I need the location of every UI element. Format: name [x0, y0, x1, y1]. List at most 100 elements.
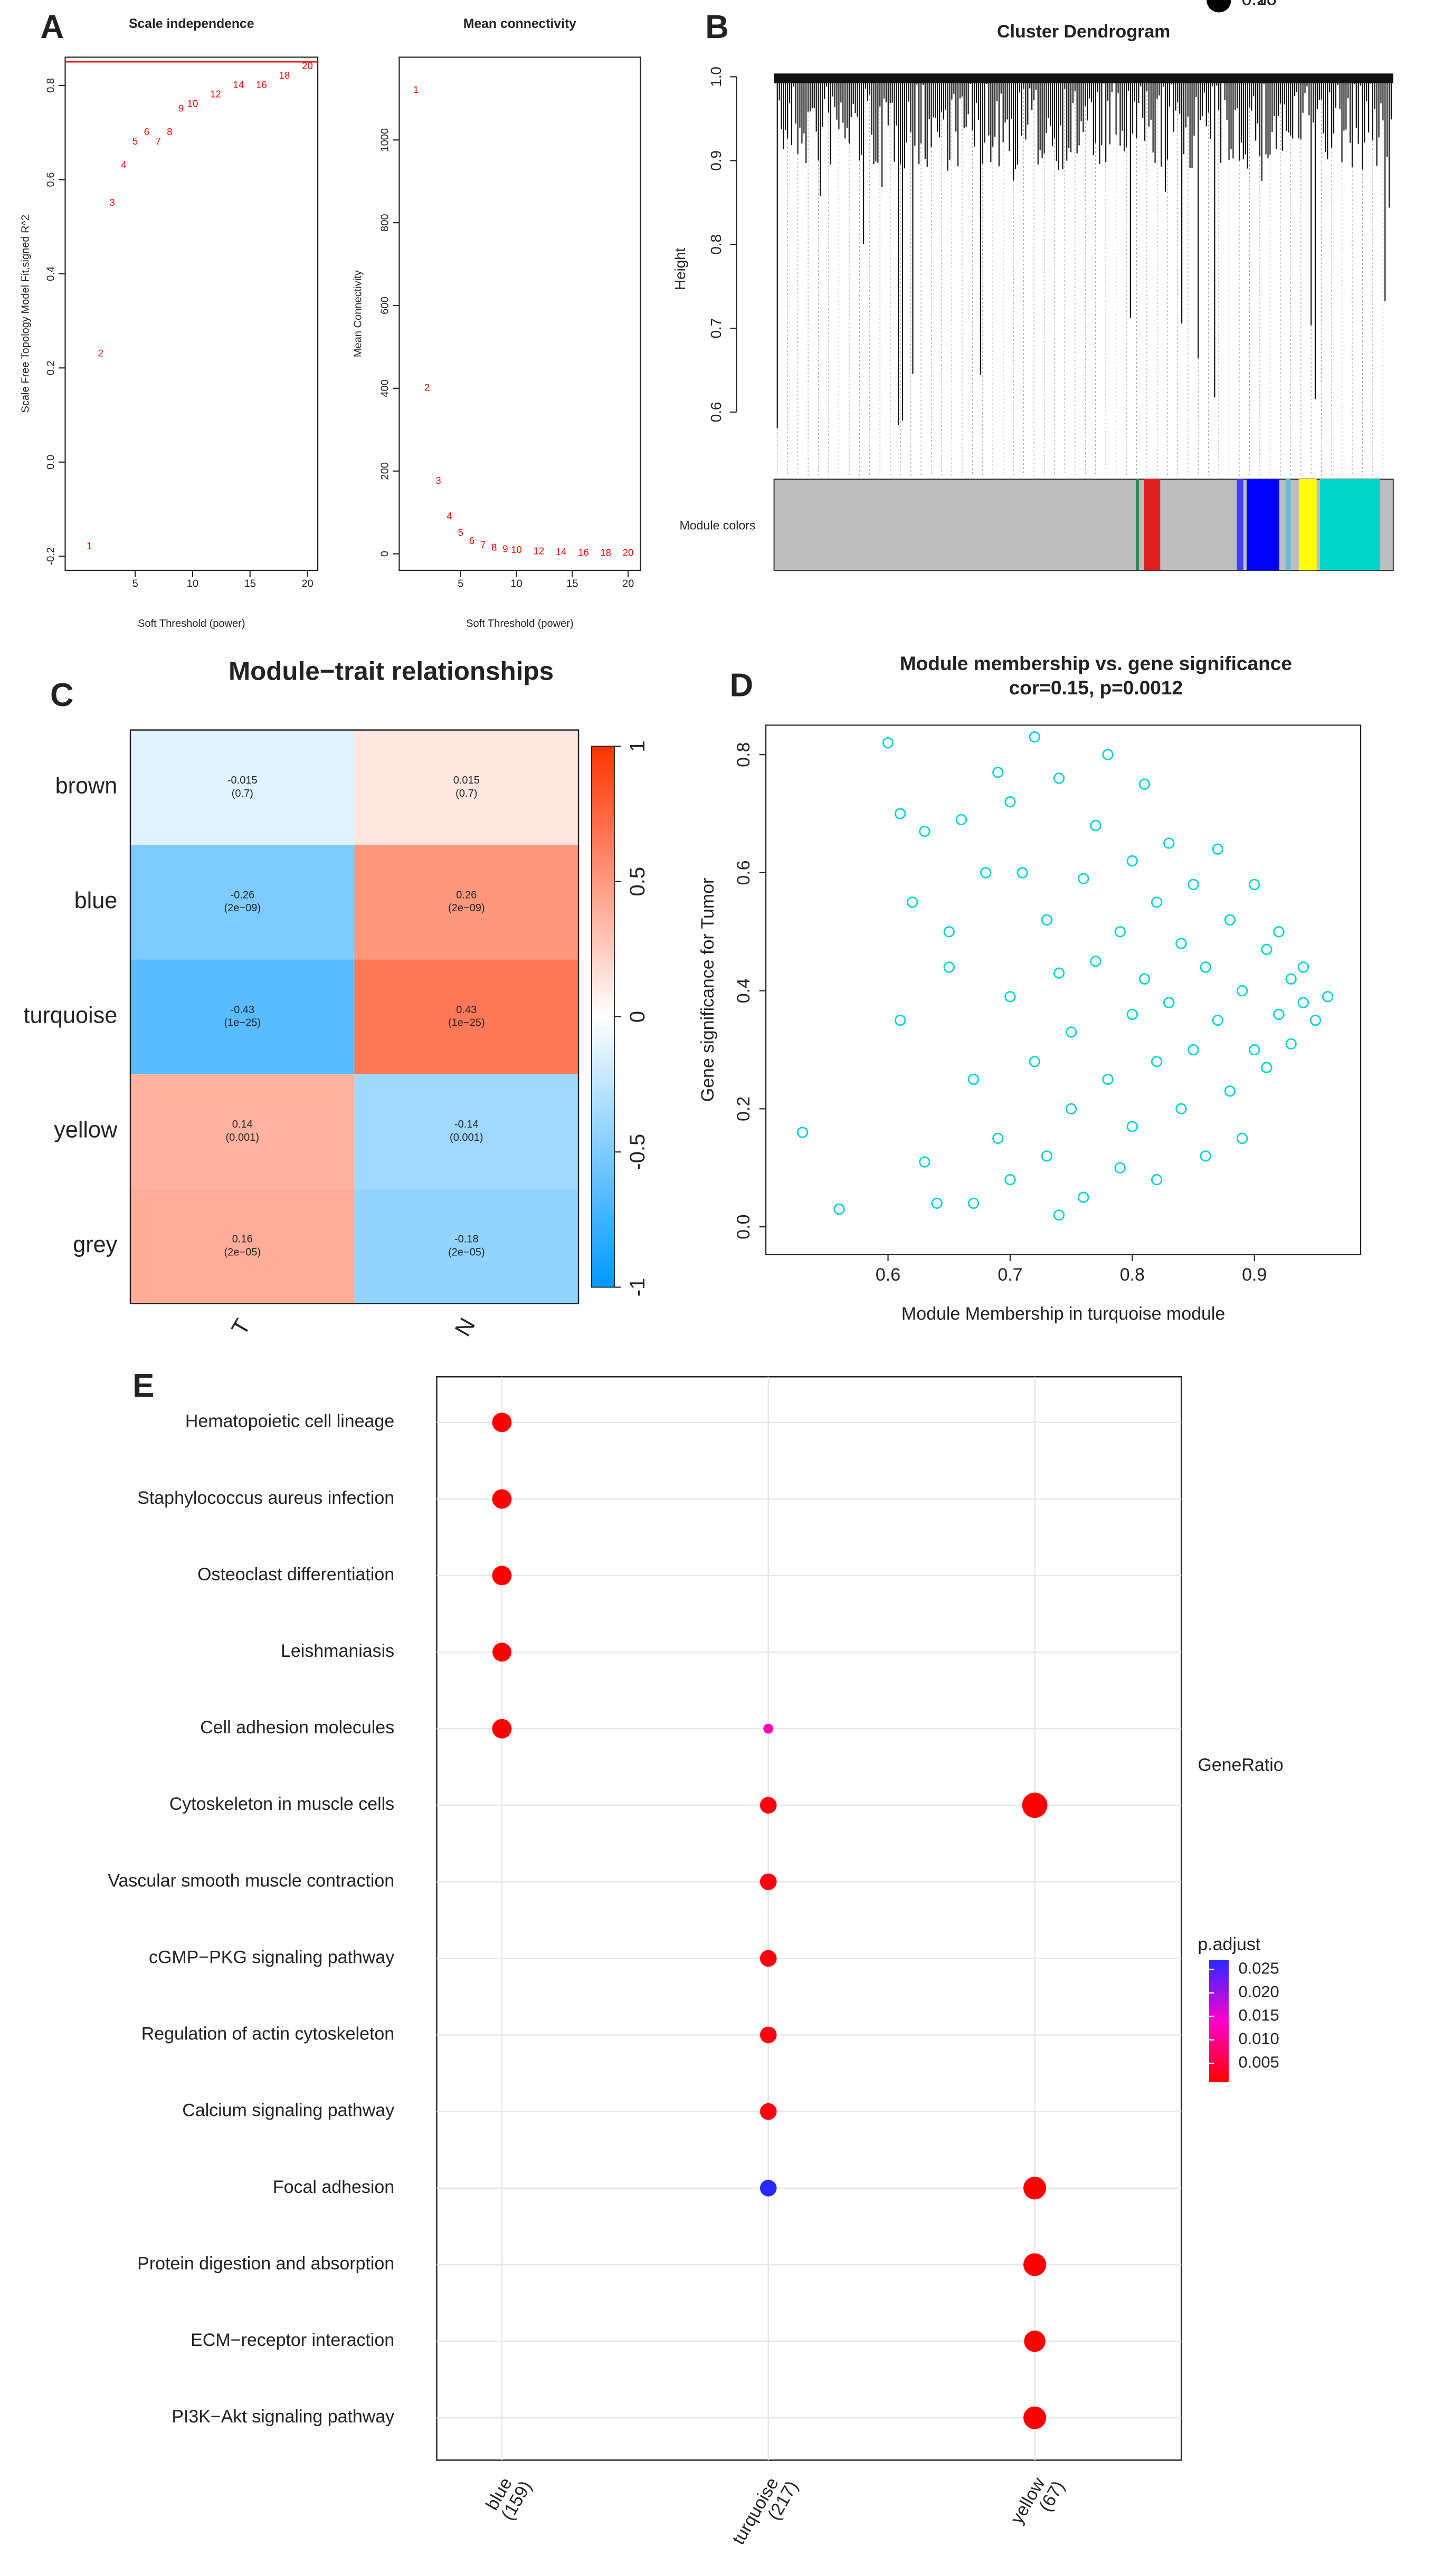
- point-label: 12: [210, 89, 221, 100]
- point-label: 5: [132, 136, 138, 147]
- dot: [759, 2103, 777, 2120]
- point-label: 10: [511, 544, 522, 555]
- size-legend-label: 0.25: [1242, 0, 1277, 9]
- point: [1065, 1026, 1077, 1038]
- term-label: Protein digestion and absorption: [137, 2254, 394, 2274]
- dot: [759, 1797, 777, 1814]
- y-tick-label: 1.0: [708, 66, 724, 87]
- y-tick-label: 0.2: [734, 1096, 754, 1121]
- point: [1224, 914, 1236, 926]
- cell-value: 0.26: [456, 890, 477, 901]
- point: [1126, 1008, 1138, 1020]
- point: [907, 896, 918, 908]
- colorbar-tick-label: -0.5: [625, 1134, 649, 1170]
- cell-value: -0.18: [454, 1234, 479, 1245]
- cell-p-value: (2e−05): [224, 1246, 261, 1258]
- point: [1212, 1014, 1223, 1026]
- point: [943, 961, 955, 973]
- point: [1249, 1044, 1260, 1056]
- point: [1188, 879, 1199, 890]
- y-tick-label: 0: [379, 551, 391, 557]
- term-label: Cytoskeleton in muscle cells: [169, 1794, 394, 1814]
- point: [1249, 879, 1260, 890]
- point: [796, 1127, 809, 1138]
- term-label: Leishmaniasis: [281, 1641, 394, 1661]
- point: [1004, 991, 1016, 1003]
- size-legend-label: 0.10: [1242, 0, 1277, 9]
- y-tick-label: 0.7: [708, 318, 724, 339]
- point: [882, 737, 894, 749]
- point: [1285, 1038, 1297, 1050]
- term-label: Focal adhesion: [273, 2177, 394, 2197]
- y-tick-label: 1000: [379, 128, 391, 152]
- x-tick-label: 10: [187, 578, 198, 589]
- color-legend-bar: [1209, 1960, 1229, 2083]
- dendrogram-tree: [774, 73, 1393, 476]
- point-label: 18: [601, 547, 612, 558]
- cell-p-value: (0.7): [232, 788, 253, 799]
- y-tick-label: 0.4: [45, 266, 57, 281]
- module-colors-label: Module colors: [679, 519, 755, 532]
- point: [1090, 819, 1101, 832]
- dot: [1023, 2406, 1047, 2429]
- x-tick-label: 5: [132, 578, 138, 589]
- term-label: PI3K−Akt signaling pathway: [172, 2407, 394, 2427]
- dot: [492, 1489, 512, 1509]
- cell-value: -0.43: [230, 1004, 254, 1016]
- size-legend-label: 0.20: [1242, 0, 1277, 9]
- point: [1297, 997, 1309, 1008]
- point: [1114, 926, 1126, 938]
- chart-title: Mean connectivity: [463, 17, 576, 31]
- y-tick-label: 0.8: [45, 78, 57, 93]
- x-tick-label: 0.8: [1120, 1265, 1145, 1285]
- point: [1102, 749, 1114, 760]
- color-legend-title: p.adjust: [1198, 1934, 1260, 1954]
- point: [992, 767, 1004, 778]
- point-label: 6: [144, 126, 149, 137]
- panel-label: C: [50, 677, 74, 713]
- x-tick-label: 20: [622, 578, 634, 589]
- colorbar-tick-label: 0.5: [625, 867, 649, 896]
- point-label: 20: [623, 547, 634, 558]
- colorbar-tick-label: -1: [625, 1278, 649, 1297]
- point-label: 4: [447, 510, 452, 521]
- cell-value: 0.16: [232, 1234, 253, 1245]
- chart-title: Scale independence: [129, 17, 254, 31]
- point: [833, 1203, 845, 1215]
- y-axis-label: Gene significance for Tumor: [698, 878, 718, 1102]
- x-tick-label: 0.9: [1242, 1265, 1267, 1285]
- term-label: ECM−receptor interaction: [191, 2330, 394, 2350]
- point-label: 18: [279, 70, 290, 81]
- point-label: 2: [98, 347, 103, 358]
- size-legend-title: GeneRatio: [1198, 1755, 1283, 1775]
- point: [992, 1132, 1004, 1144]
- size-legend-label: 0.15: [1242, 0, 1277, 9]
- point-label: 8: [491, 541, 497, 552]
- point: [1029, 731, 1040, 743]
- dot: [759, 1950, 777, 1967]
- dot: [763, 1723, 774, 1734]
- dot: [1023, 2253, 1047, 2276]
- x-axis-label: Soft Threshold (power): [466, 618, 574, 629]
- y-tick-label: 0.8: [734, 742, 754, 767]
- point: [1078, 873, 1089, 884]
- dot: [1024, 2330, 1046, 2352]
- row-label: turquoise: [24, 1003, 118, 1028]
- point: [1041, 914, 1053, 926]
- cell-p-value: (2e−05): [448, 1246, 485, 1258]
- point-label: 9: [502, 543, 508, 555]
- point-label: 3: [110, 197, 115, 208]
- y-tick-label: 600: [379, 297, 391, 314]
- row-label: brown: [55, 774, 118, 799]
- term-label: Cell adhesion molecules: [200, 1718, 394, 1738]
- point: [980, 867, 992, 879]
- point-label: 8: [167, 126, 172, 137]
- color-legend-label: 0.025: [1239, 1959, 1279, 1978]
- y-tick-label: 0.9: [708, 150, 724, 171]
- term-label: Osteoclast differentiation: [197, 1564, 394, 1585]
- term-label: cGMP−PKG signaling pathway: [149, 1947, 394, 1967]
- point: [1114, 1162, 1126, 1173]
- cell-p-value: (0.7): [455, 788, 477, 799]
- point-label: 9: [178, 102, 184, 113]
- colorbar-tick-label: 1: [625, 740, 649, 752]
